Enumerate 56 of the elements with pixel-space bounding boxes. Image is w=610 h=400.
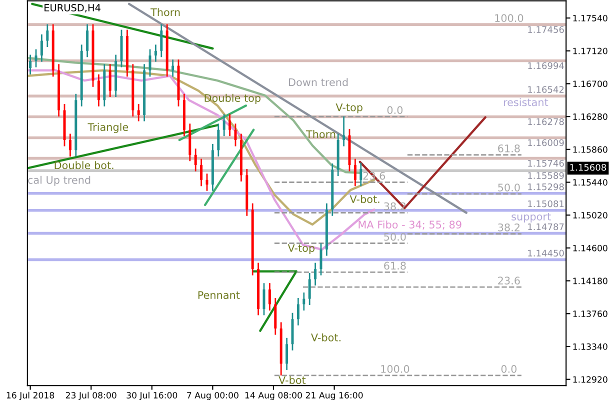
text: 1.15608	[570, 164, 606, 171]
ref-line-label: 1.16542	[528, 86, 564, 93]
x-tick-label: 30 Jul 16:00	[126, 392, 178, 400]
ref-line-label: 1.15298	[528, 183, 564, 190]
annotation: support	[512, 213, 551, 222]
y-tick-label: 1.14180	[573, 278, 608, 284]
y-tick-label: 1.13340	[573, 343, 608, 350]
annotation: 0.0	[387, 106, 403, 114]
y-tick-label: 1.15440	[573, 179, 608, 186]
annotation: Thorn	[306, 130, 336, 138]
y-tick-label: 1.13760	[573, 310, 608, 318]
annotation: 38.2	[498, 223, 520, 232]
annotation: 0.0	[501, 365, 517, 373]
y-tick-label: 1.17120	[573, 48, 608, 54]
ref-line-label: 1.15746	[528, 160, 564, 167]
annotation: 100.0	[381, 365, 410, 373]
y-tick-label: 1.14600	[573, 244, 608, 252]
annotation: 23.6	[498, 276, 520, 285]
ref-line-label: 1.14450	[528, 250, 564, 257]
ref-line-label: 1.17456	[528, 26, 564, 33]
ref-line-label: 1.16278	[528, 118, 564, 126]
y-tick-label: 1.15020	[573, 212, 608, 218]
annotation: 50.0	[384, 232, 406, 241]
y-tick-label: 1.16700	[573, 80, 608, 88]
annotation: Pennant	[198, 291, 240, 299]
x-tick-label: 21 Aug 16:00	[306, 392, 363, 400]
annotation: V-bot	[278, 376, 306, 384]
annotation: MA Fibo - 34; 55; 89	[358, 220, 462, 230]
annotation: V-top	[336, 104, 362, 114]
annotation: Double bot.	[54, 161, 114, 170]
ref-line-label: 1.16009	[528, 139, 564, 146]
annotation: resistant	[504, 98, 548, 106]
x-tick-label: 16 Jul 2018	[6, 392, 54, 400]
x-tick-label: 7 Aug 00:00	[187, 392, 238, 400]
annotation: Triangle	[88, 122, 128, 133]
annotation: V-bot.	[311, 333, 340, 342]
annotation: cal Up trend	[28, 176, 90, 186]
y-tick-label: 1.16280	[573, 113, 608, 120]
ref-line-label: 1.15589	[528, 172, 564, 179]
ref-line-label: 1.15081	[528, 200, 564, 208]
ref-line-label: 1.16994	[528, 62, 564, 70]
annotation: 50.0	[498, 184, 520, 192]
y-tick-label: 1.12920	[573, 376, 608, 383]
annotation: V-bot.	[350, 195, 380, 204]
y-tick-label: 1.17540	[573, 14, 608, 22]
annotation: V-top	[288, 244, 315, 254]
annotation: 100.0	[495, 14, 524, 22]
x-tick-label: 14 Aug 08:00	[245, 392, 302, 400]
x-tick-label: 23 Jul 08:00	[66, 392, 116, 400]
chart-title: EURUSD,H4	[44, 4, 100, 12]
annotation: 61.8	[384, 262, 406, 270]
y-tick-label: 1.15860	[573, 146, 608, 153]
annotation: 61.8	[498, 144, 520, 152]
ref-line-label: 1.14787	[528, 223, 564, 230]
annotation: Thorn	[150, 8, 180, 16]
annotation: Down trend	[289, 78, 348, 86]
